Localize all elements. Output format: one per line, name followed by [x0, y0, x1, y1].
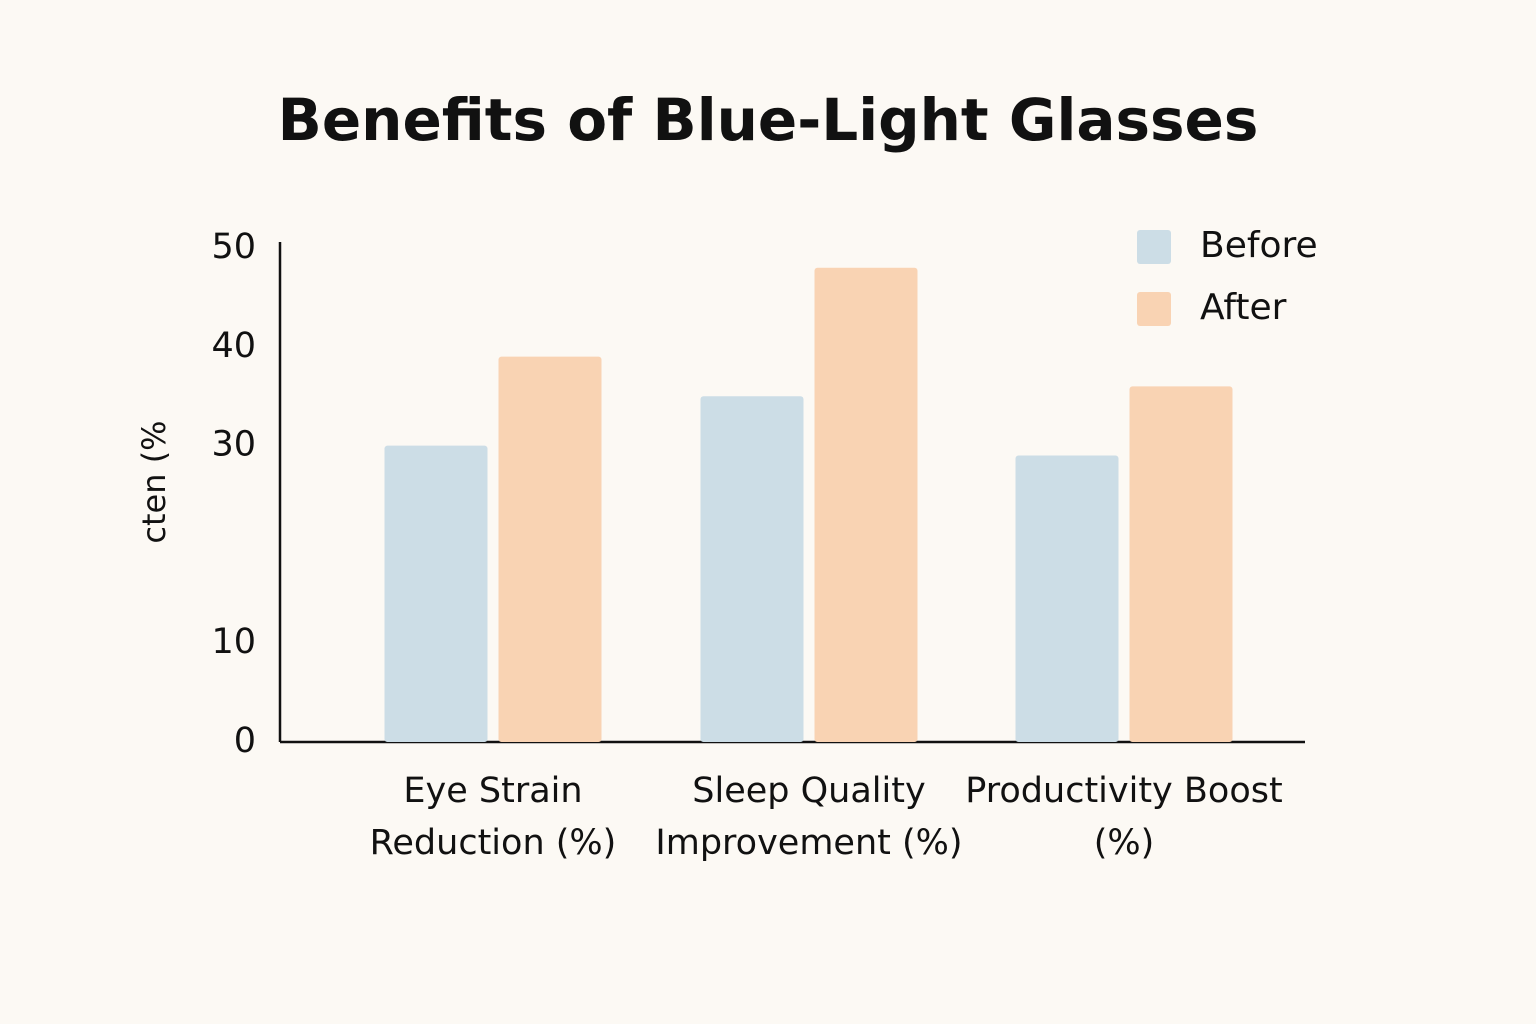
bar: [700, 396, 804, 742]
legend-label: After: [1200, 287, 1287, 328]
legend-label: Before: [1200, 225, 1318, 266]
y-tick-label: 0: [234, 721, 256, 761]
bar: [498, 356, 602, 742]
y-tick-label: 50: [211, 227, 256, 267]
x-tick-label: Productivity Boost (%): [965, 771, 1283, 863]
chart-title: Benefits of Blue-Light Glasses: [278, 86, 1259, 154]
bar: [384, 445, 488, 742]
y-tick-label: 40: [211, 326, 256, 366]
legend-swatch: [1137, 292, 1171, 326]
x-tick-label: Sleep Quality Improvement (%): [655, 771, 963, 863]
bar: [1129, 386, 1233, 742]
bar: [1015, 455, 1119, 742]
y-tick-label: 30: [211, 425, 256, 465]
x-tick-label: Eye Strain Reduction (%): [369, 771, 617, 863]
legend-swatch: [1137, 230, 1171, 264]
bar: [814, 267, 918, 742]
y-tick-label: 10: [211, 622, 256, 662]
y-axis-label: cten (%: [135, 420, 173, 543]
